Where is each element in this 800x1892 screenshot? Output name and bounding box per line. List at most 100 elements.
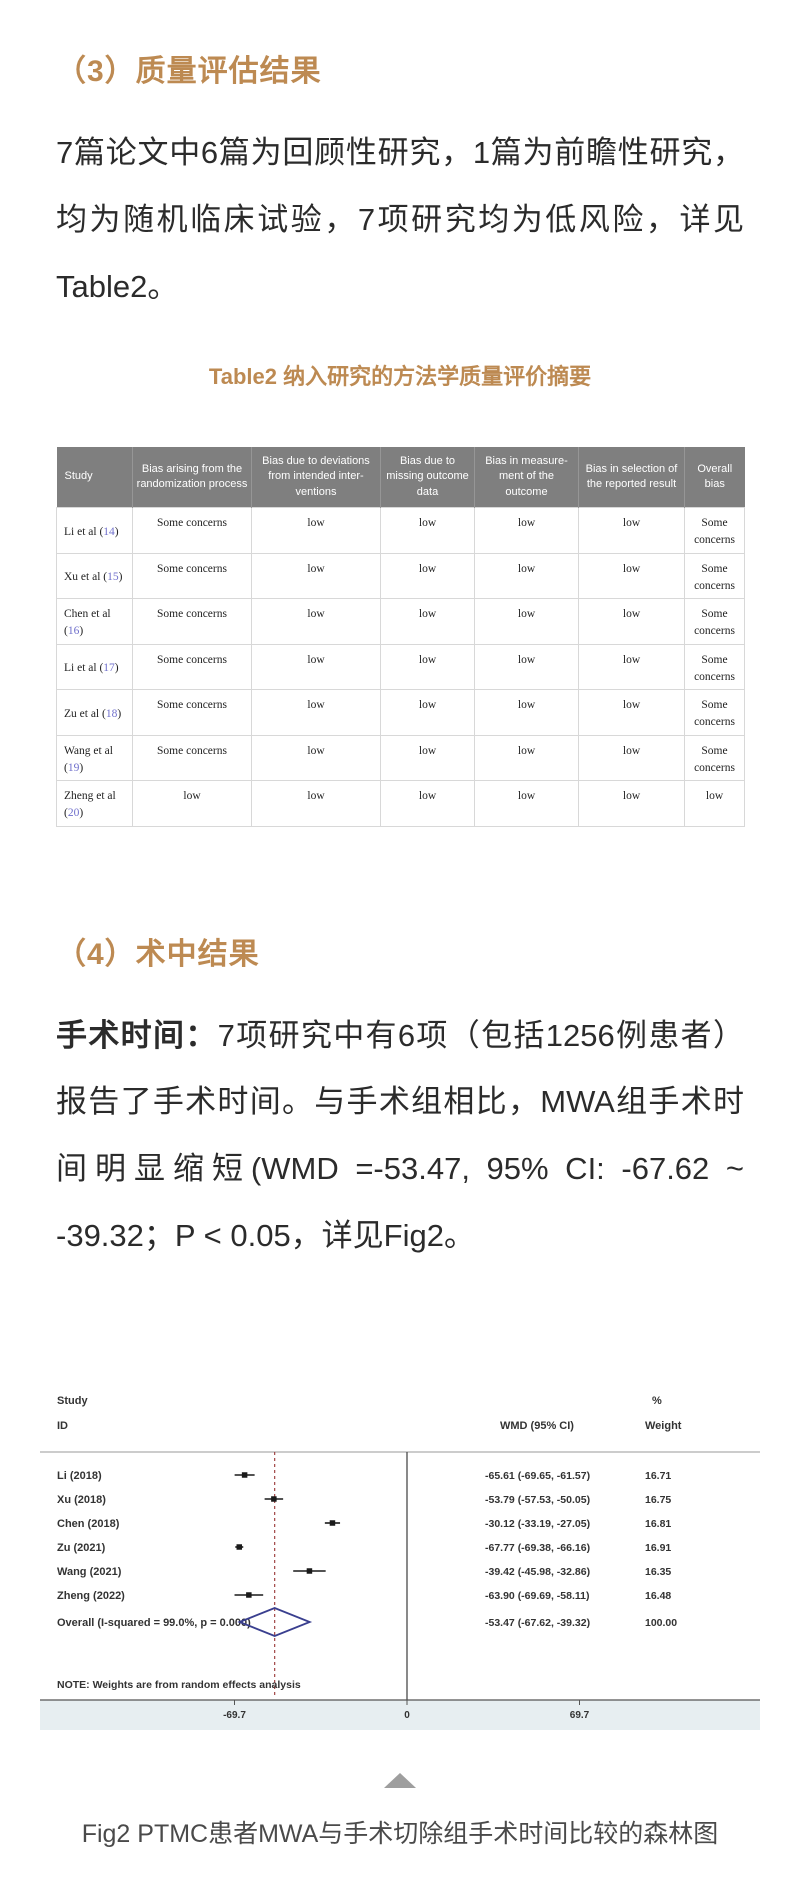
- bias-cell: low: [251, 643, 381, 691]
- figure-footer: Fig2 PTMC患者MWA与手术切除组手术时间比较的森林图: [0, 1773, 800, 1850]
- table-row: Li et al (17) Some concerns low low low low So…: [56, 643, 745, 691]
- bias-cell: low: [132, 780, 252, 827]
- col-missing-data-bias: Bias due to missing outcome data: [380, 446, 475, 508]
- study-cell: Li et al (14): [56, 507, 133, 554]
- table-row: Wang et al (19) Some concerns low low low low…: [56, 734, 745, 782]
- bias-cell: low: [578, 643, 685, 691]
- bias-cell: low: [251, 689, 381, 736]
- bias-cell: Some concerns: [132, 507, 252, 554]
- study-cell: Li et al (17): [56, 643, 133, 691]
- bias-cell: low: [380, 598, 475, 645]
- col-deviation-bias: Bias due to deviations from intended int…: [251, 446, 381, 508]
- bias-cell: low: [251, 780, 381, 827]
- ci-marker: [271, 1496, 277, 1503]
- bias-cell: low: [380, 689, 475, 736]
- ref-number: 15: [107, 571, 119, 584]
- section-heading-intraop: （4）术中结果: [56, 937, 260, 971]
- forest-study-label: Li (2018): [57, 1470, 102, 1482]
- study-cell: Zu et al (18): [56, 689, 133, 736]
- weight-value-label: 16.35: [645, 1566, 671, 1578]
- table-header-row: Study Bias arising from the randomizatio…: [56, 446, 745, 508]
- bias-cell: low: [251, 734, 381, 782]
- bias-cell: Some concerns: [132, 643, 252, 691]
- bias-cell: Some concerns: [132, 598, 252, 645]
- weight-value-label: 16.48: [645, 1590, 671, 1602]
- bias-cell: low: [578, 689, 685, 736]
- bias-cell: low: [380, 780, 475, 827]
- table-row: Zu et al (18) Some concerns low low low low So…: [56, 689, 745, 736]
- bias-cell: low: [578, 780, 685, 827]
- bias-cell: low: [251, 598, 381, 645]
- overall-bias-cell: Some concerns: [684, 552, 745, 600]
- bias-cell: low: [474, 552, 579, 600]
- table-row: Xu et al (15) Some concerns low low low low So…: [56, 552, 745, 600]
- overall-bias-cell: Some concerns: [684, 507, 745, 554]
- wmd-value-label: -39.42 (-45.98, -32.86): [485, 1566, 590, 1578]
- table-row: Zheng et al (20) low low low low low low: [56, 780, 745, 827]
- ref-number: 18: [105, 707, 118, 720]
- section-gap: [56, 827, 744, 913]
- bias-cell: low: [380, 507, 475, 554]
- collapse-triangle-icon: [384, 1773, 416, 1789]
- quality-table-body: Li et al (14) Some concerns low low low low So…: [56, 507, 745, 827]
- bias-cell: low: [251, 507, 381, 554]
- bias-cell: low: [474, 507, 579, 554]
- wmd-value-label: -63.90 (-69.69, -58.11): [485, 1590, 589, 1602]
- forest-study-label: Wang (2021): [57, 1566, 122, 1578]
- wmd-value-label: -30.12 (-33.19, -27.05): [485, 1518, 590, 1530]
- forest-study-label: Chen (2018): [57, 1518, 120, 1530]
- study-cell: Xu et al (15): [56, 552, 133, 600]
- weight-value-label: 16.91: [645, 1542, 671, 1554]
- table-row: Li et al (14) Some concerns low low low low So…: [56, 507, 745, 554]
- ci-marker: [246, 1592, 252, 1599]
- bias-cell: low: [474, 598, 579, 645]
- ref-number: 20: [67, 807, 80, 820]
- forest-study-label: Xu (2018): [57, 1494, 106, 1506]
- forest-note: NOTE: Weights are from random effects an…: [57, 1679, 301, 1691]
- ref-number: 14: [103, 525, 115, 538]
- col-randomization-bias: Bias arising from the randomization proc…: [132, 446, 252, 508]
- bias-cell: Some concerns: [132, 734, 252, 782]
- overall-weight-label: 100.00: [645, 1617, 677, 1629]
- ref-number: 19: [67, 761, 80, 774]
- forest-study-label: Zheng (2022): [57, 1590, 125, 1602]
- bias-cell: low: [380, 552, 475, 600]
- col-overall-bias: Overall bias: [684, 446, 745, 508]
- col-measurement-bias: Bias in measure-ment of the outcome: [474, 446, 579, 508]
- forest-header-wmd: WMD (95% CI): [500, 1420, 574, 1432]
- ref-number: 17: [103, 662, 115, 675]
- quality-paragraph: 7篇论文中6篇为回顾性研究，1篇为前瞻性研究，均为随机临床试验，7项研究均为低风…: [56, 135, 744, 304]
- wmd-value-label: -65.61 (-69.65, -61.57): [485, 1470, 590, 1482]
- forest-header-study: Study: [57, 1395, 88, 1407]
- overall-bias-cell: Some concerns: [684, 598, 745, 645]
- bias-cell: low: [251, 552, 381, 600]
- forest-header-percent: %: [652, 1395, 662, 1407]
- forest-header-id: ID: [57, 1420, 68, 1432]
- axis-tick-label: 69.7: [570, 1710, 590, 1721]
- weight-value-label: 16.81: [645, 1518, 671, 1530]
- overall-wmd-label: -53.47 (-67.62, -39.32): [485, 1617, 590, 1629]
- bias-cell: low: [380, 734, 475, 782]
- wmd-value-label: -67.77 (-69.38, -66.16): [485, 1542, 590, 1554]
- table2-caption: Table2 纳入研究的方法学质量评价摘要: [208, 363, 592, 389]
- ci-marker: [241, 1472, 248, 1479]
- intraop-paragraph-text: 7项研究中有6项（包括1256例患者）报告了手术时间。与手术组相比，MWA组手术…: [56, 1017, 744, 1254]
- fig2-caption: Fig2 PTMC患者MWA与手术切除组手术时间比较的森林图: [81, 1820, 719, 1849]
- ci-marker: [236, 1544, 243, 1551]
- study-cell: Zheng et al (20): [56, 780, 133, 827]
- bias-cell: low: [474, 780, 579, 827]
- overall-diamond: [237, 1607, 313, 1638]
- bias-cell: Some concerns: [132, 552, 252, 600]
- bias-cell: low: [578, 507, 685, 554]
- forest-overall-label: Overall (I-squared = 99.0%, p = 0.000): [57, 1617, 251, 1629]
- forest-plot-svg: Study ID% WMD (95% CI) Weight Li (2018) -65.6…: [40, 1395, 760, 1731]
- forest-study-label: Zu (2021): [57, 1542, 106, 1554]
- wmd-value-label: -53.79 (-57.53, -50.05): [485, 1494, 590, 1506]
- col-selection-bias: Bias in selection of the reported result: [578, 446, 685, 508]
- quality-assessment-table: Study Bias arising from the randomizatio…: [56, 446, 745, 827]
- bias-cell: low: [578, 598, 685, 645]
- table-row: Chen et al (16) Some concerns low low low low…: [56, 598, 745, 645]
- section-heading-quality: （3）质量评估结果: [56, 55, 322, 88]
- axis-stripe: [40, 1700, 760, 1731]
